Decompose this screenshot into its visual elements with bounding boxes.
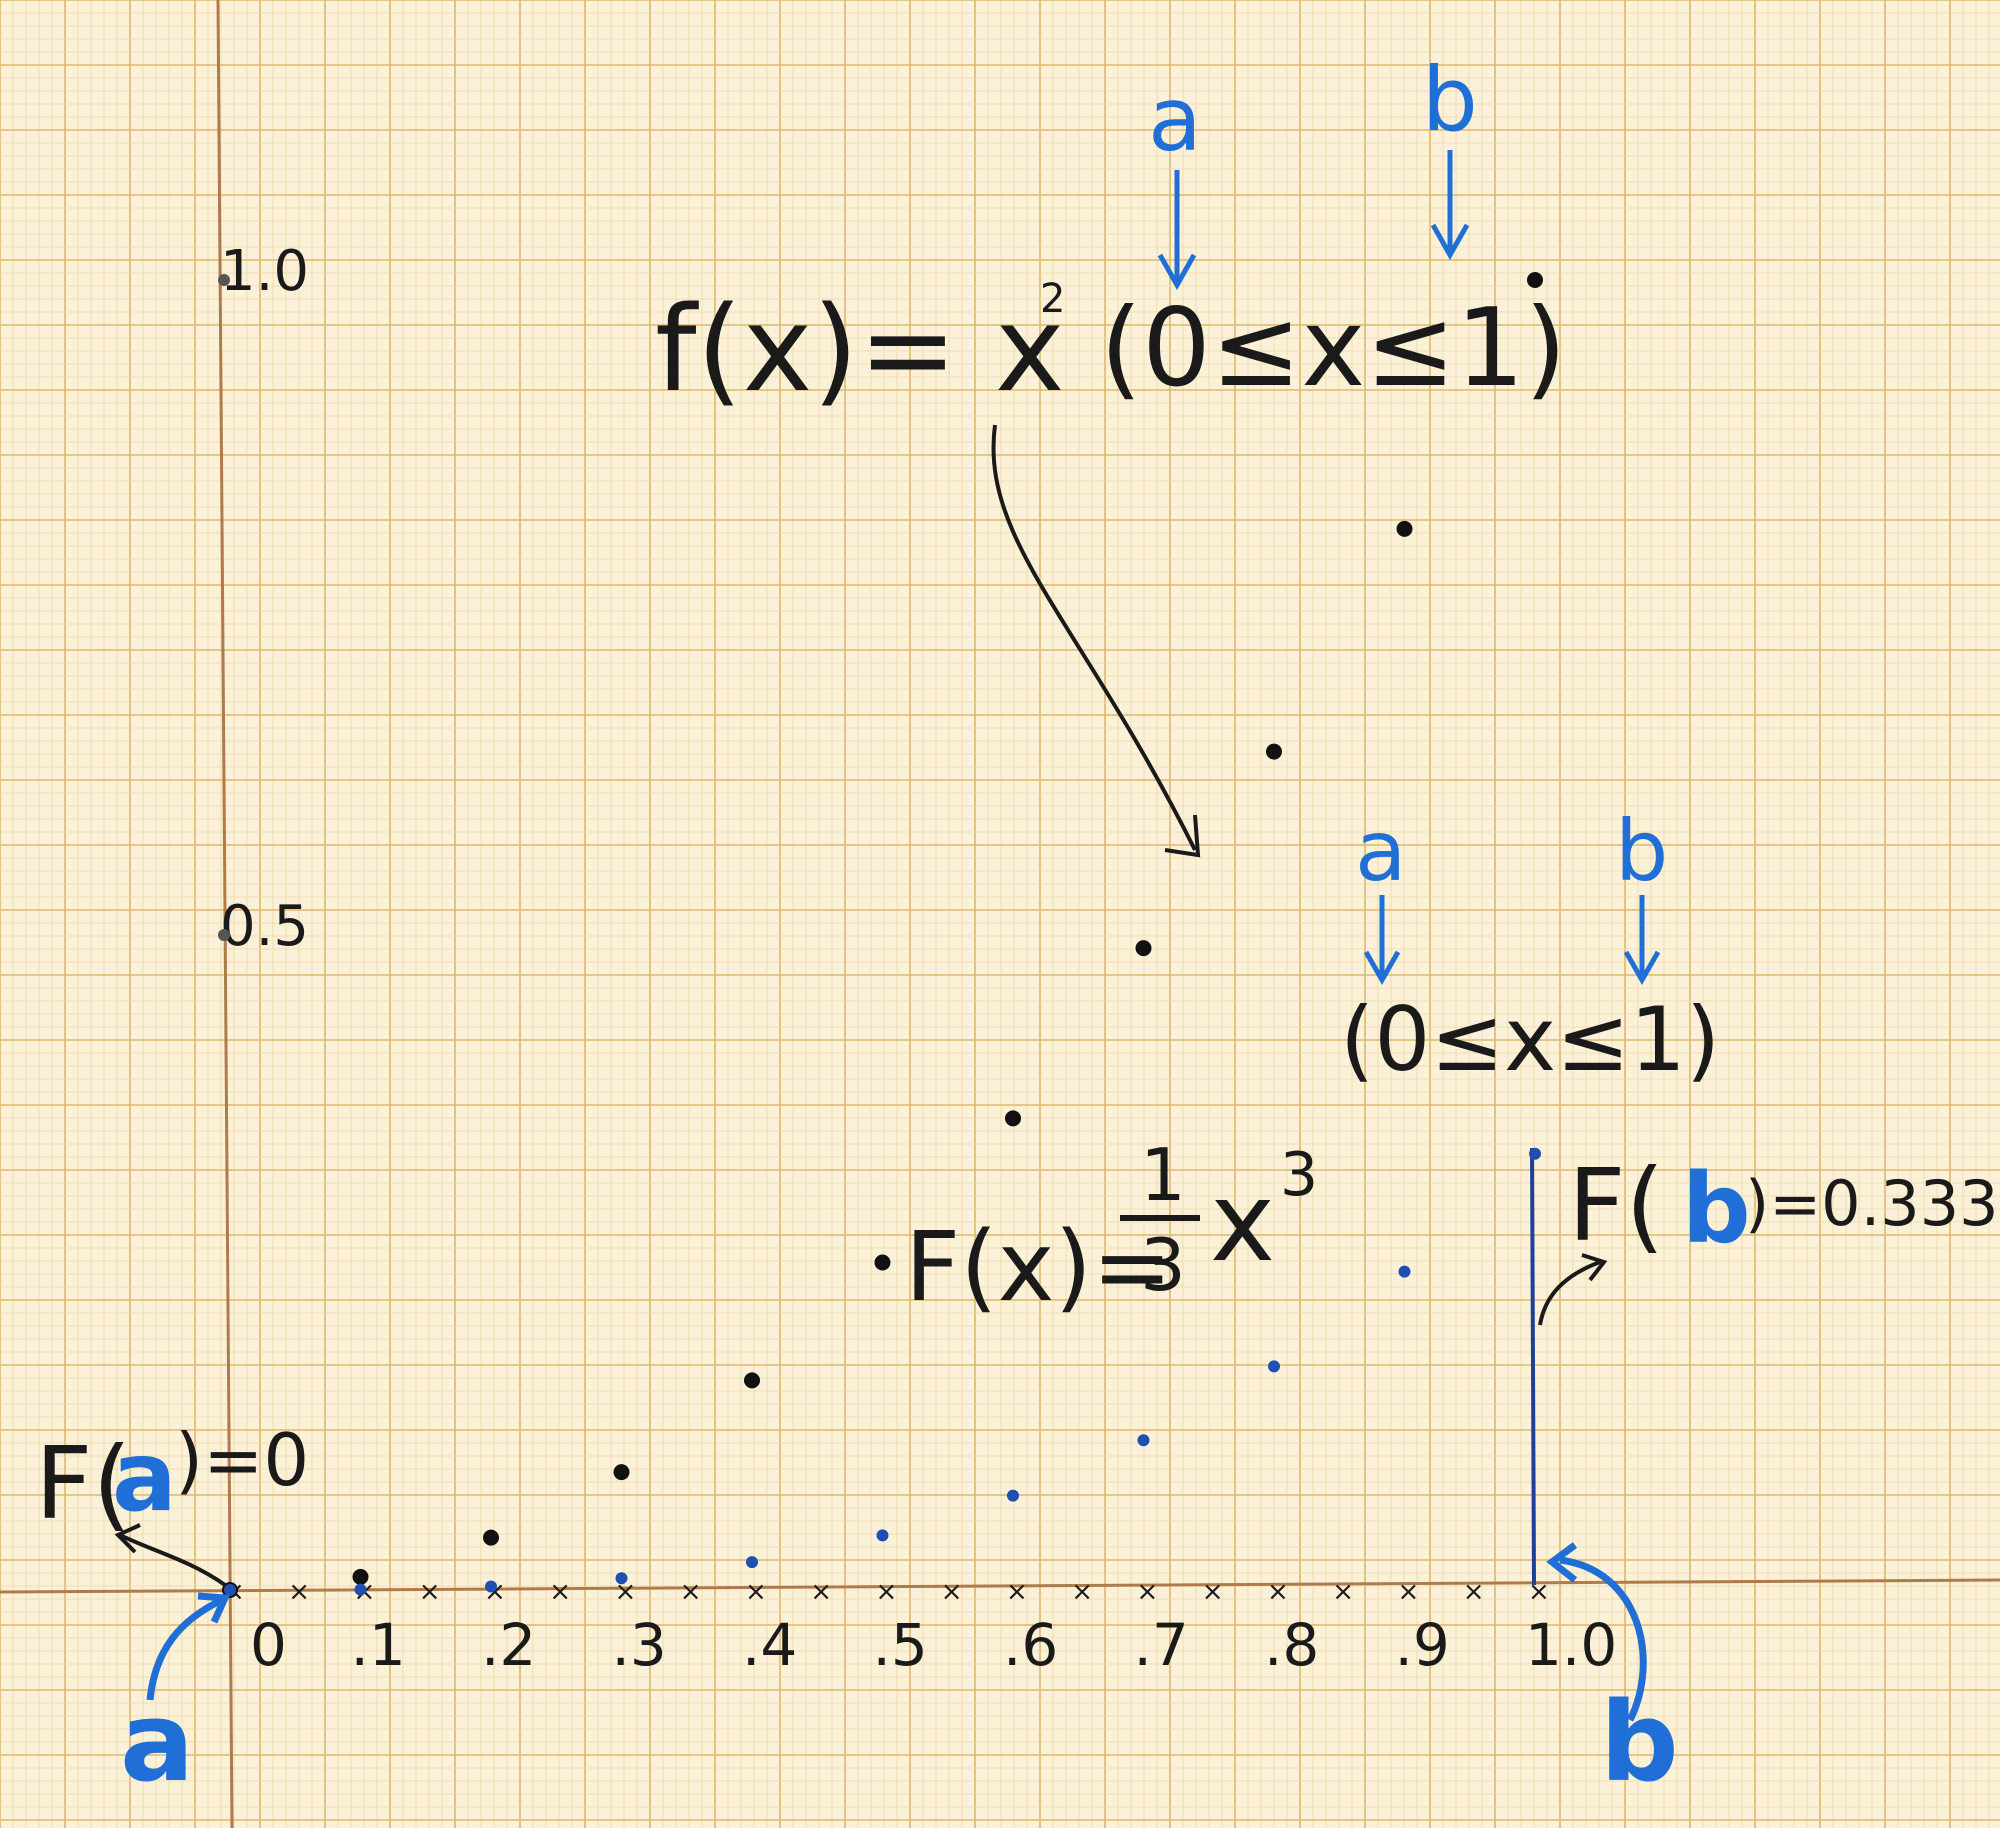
b-vertical-line xyxy=(1530,1147,1536,1586)
F-data-point xyxy=(354,1583,367,1596)
f-a-arrow xyxy=(1157,170,1197,291)
F-b-label: b xyxy=(1615,802,1668,900)
F-formula-left: F(x)= xyxy=(905,1211,1172,1323)
x-tick-label: .9 xyxy=(1395,1611,1450,1679)
y-tick-label: 0.5 xyxy=(220,894,309,959)
x-tick-label: .7 xyxy=(1134,1611,1189,1679)
F-data-point xyxy=(615,1572,628,1585)
b-bottom-arrowhead xyxy=(1546,1542,1578,1583)
F-formula-x: x xyxy=(1210,1158,1275,1286)
x-axis-cross-mark: × xyxy=(615,1577,637,1607)
F-data-point xyxy=(1529,1147,1541,1160)
x-tick-label: .8 xyxy=(1264,1611,1319,1679)
F-exponent: 3 xyxy=(1280,1140,1318,1210)
F-fraction-denominator: 3 xyxy=(1140,1223,1186,1307)
f-data-point xyxy=(1527,272,1543,288)
a-bottom-arrowhead xyxy=(197,1592,231,1624)
x-tick-label: .3 xyxy=(612,1611,667,1679)
Fa-pointer-arrow xyxy=(119,1533,227,1587)
f-b-label: b xyxy=(1422,48,1478,151)
axis-ticks: 0 .1 .2 .3 .4 .5 .6 .7 .8 .9 1.0 × × × × × × × × × × × × × × × × × ×… xyxy=(218,239,1617,1679)
f-pointer-arrow xyxy=(991,424,1197,851)
f-data-point xyxy=(1135,940,1152,957)
F-data-point xyxy=(1007,1489,1019,1502)
x-axis-cross-mark: × xyxy=(288,1577,310,1607)
f-data-point xyxy=(613,1464,630,1481)
a-bottom-arrow xyxy=(146,1596,224,1701)
f-data-point xyxy=(483,1529,499,1546)
x-tick-label: .4 xyxy=(742,1611,797,1679)
F-data-point xyxy=(1268,1360,1280,1373)
x-axis xyxy=(0,1578,2000,1594)
x-axis-cross-mark: × xyxy=(810,1577,832,1607)
Fa-pointer-arrowhead xyxy=(114,1523,141,1554)
x-tick-label: 1.0 xyxy=(1525,1611,1617,1679)
x-tick-label: .6 xyxy=(1003,1611,1058,1679)
x-axis-cross-mark: × xyxy=(1137,1577,1159,1607)
F-data-point xyxy=(1398,1265,1411,1278)
f-data-point xyxy=(744,1372,760,1389)
Fb-pointer-arrow xyxy=(1538,1260,1601,1326)
f-formula: f(x)= x xyxy=(655,280,1065,418)
y-tick-mark xyxy=(218,929,230,941)
Fb-suffix: )=0.333 xyxy=(1745,1167,1999,1240)
F-b-arrow xyxy=(1623,895,1661,986)
f-exponent: 2 xyxy=(1040,276,1065,322)
F-a-label: a xyxy=(1355,802,1406,900)
f-data-point xyxy=(1005,1110,1021,1127)
x-axis-cross-mark: × xyxy=(419,1577,441,1607)
Fb-pointer-arrowhead xyxy=(1581,1253,1608,1282)
Fa-prefix: F( xyxy=(35,1425,132,1542)
Fa-suffix: )=0 xyxy=(175,1418,309,1502)
f-pointer-arrowhead xyxy=(1164,814,1201,858)
x-tick-label: .5 xyxy=(873,1611,928,1679)
x-axis-cross-mark: × xyxy=(1006,1577,1028,1607)
x-tick-label: .2 xyxy=(481,1611,536,1679)
F-data-point xyxy=(1137,1434,1150,1447)
f-b-arrow xyxy=(1430,150,1470,261)
x-axis-cross-mark: × xyxy=(1332,1577,1354,1607)
x-axis-cross-mark: × xyxy=(1528,1577,1550,1607)
f-data-point xyxy=(352,1568,369,1585)
Fb-variable: b xyxy=(1682,1153,1751,1265)
x-tick-label: 0 xyxy=(250,1611,287,1679)
x-tick-label: .1 xyxy=(351,1611,406,1679)
x-axis-cross-mark: × xyxy=(549,1577,571,1607)
b-bottom-arrow xyxy=(1559,1556,1647,1722)
f-domain: (0≤x≤1) xyxy=(1100,286,1567,411)
x-axis-cross-mark: × xyxy=(1202,1577,1224,1607)
F-fraction-numerator: 1 xyxy=(1140,1133,1186,1217)
x-axis-cross-mark: × xyxy=(1071,1577,1093,1607)
f-a-label: a xyxy=(1148,68,1202,171)
Fa-variable: a xyxy=(112,1421,177,1533)
data-points xyxy=(222,272,1543,1598)
F-a-arrow xyxy=(1363,895,1401,986)
f-data-point xyxy=(1396,520,1413,537)
f-data-point xyxy=(874,1254,891,1271)
a-bottom-label: a xyxy=(120,1678,194,1806)
y-tick-mark xyxy=(218,274,230,286)
x-axis-cross-mark: × xyxy=(1398,1577,1420,1607)
Fb-prefix: F( xyxy=(1568,1147,1665,1264)
y-axis xyxy=(216,0,234,1828)
F-domain: (0≤x≤1) xyxy=(1340,988,1720,1091)
x-axis-cross-mark: × xyxy=(941,1577,963,1607)
F-data-point xyxy=(876,1529,889,1542)
x-axis-cross-mark: × xyxy=(1463,1577,1485,1607)
x-axis-cross-mark: × xyxy=(484,1577,506,1607)
y-tick-label: 1.0 xyxy=(220,239,309,304)
F-data-point xyxy=(224,1584,236,1596)
x-axis-cross-mark: × xyxy=(876,1577,898,1607)
x-axis-cross-mark: × xyxy=(1267,1577,1289,1607)
x-axis-cross-mark: × xyxy=(745,1577,767,1607)
F-data-point xyxy=(746,1556,758,1569)
x-axis-cross-mark: × xyxy=(680,1577,702,1607)
f-data-point xyxy=(1266,743,1282,760)
F-data-point xyxy=(485,1580,497,1593)
